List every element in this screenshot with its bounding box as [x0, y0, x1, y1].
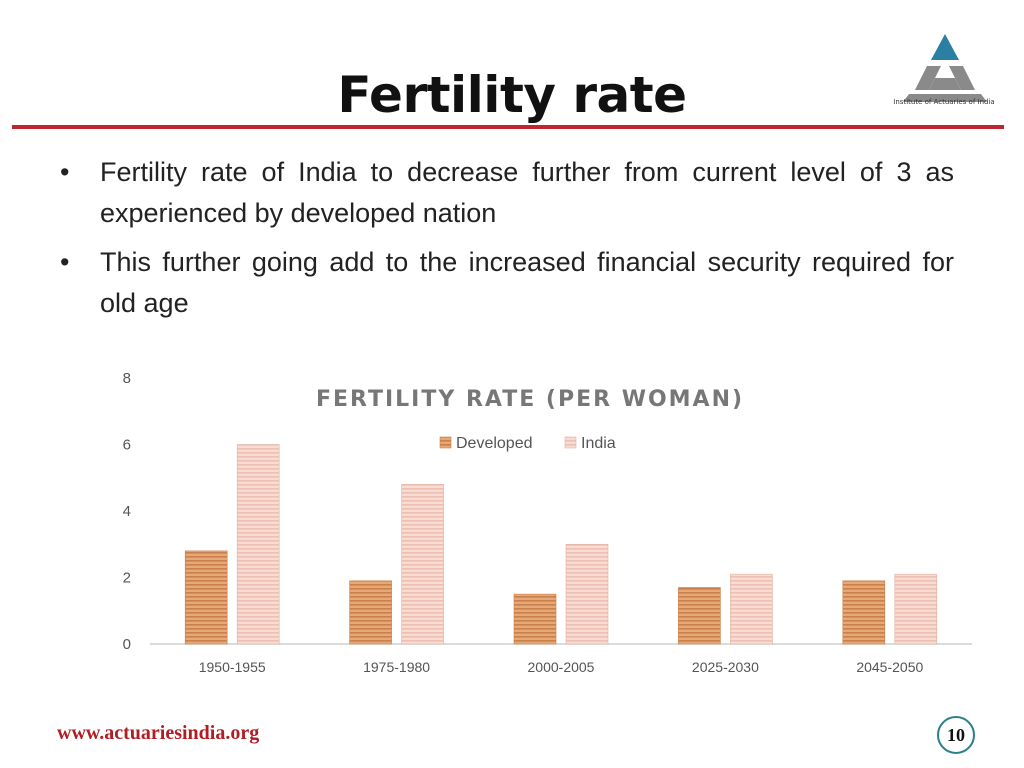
bullet-item: • This further going add to the increase… — [60, 242, 954, 324]
legend-swatch-india — [564, 436, 577, 449]
y-tick-label: 2 — [123, 570, 131, 587]
bar-india — [236, 444, 280, 645]
x-tick-label: 2045-2050 — [856, 659, 923, 675]
slide-title: Fertility rate — [337, 66, 687, 124]
chart-legend: Developed India — [439, 435, 616, 452]
footer-url-link[interactable]: www.actuariesindia.org — [57, 722, 260, 744]
logo-base-shape — [903, 94, 987, 102]
bar-developed — [184, 550, 228, 645]
bar-india — [730, 573, 773, 645]
logo-caption: Institute of Actuaries of India — [893, 98, 995, 106]
bar-developed — [842, 580, 886, 645]
y-tick-label: 6 — [123, 437, 131, 454]
bar-india — [565, 543, 609, 645]
logo-right-shape — [949, 66, 975, 90]
x-tick-label: 1975-1980 — [363, 659, 430, 675]
chart-title: FERTILITY RATE (PER WOMAN) — [316, 387, 744, 412]
bar-india — [894, 573, 938, 645]
bar-india — [401, 484, 444, 645]
legend-label-developed: Developed — [456, 435, 533, 452]
y-tick-label: 8 — [123, 370, 131, 387]
legend-label-india: India — [581, 435, 616, 452]
bar-developed — [678, 587, 721, 645]
y-tick-label: 0 — [123, 636, 131, 653]
logo-left-shape — [915, 66, 941, 90]
y-axis: 0 2 4 6 8 — [123, 370, 131, 653]
bullet-dot: • — [60, 247, 70, 277]
x-tick-label: 2025-2030 — [692, 659, 759, 675]
institute-logo-icon — [903, 34, 987, 102]
title-underline — [12, 125, 1004, 129]
x-axis: 1950-1955 1975-1980 2000-2005 2025-2030 2045… — [199, 659, 924, 675]
page-number-badge: 10 — [937, 716, 975, 754]
y-tick-label: 4 — [123, 503, 131, 520]
bar-developed — [349, 580, 392, 645]
bar-group — [184, 444, 938, 645]
legend-swatch-developed — [439, 436, 452, 449]
bullet-item: • Fertility rate of India to decrease fu… — [60, 152, 954, 234]
logo-center-shape — [929, 78, 961, 90]
logo-top-triangle — [931, 34, 959, 60]
bullet-text: This further going add to the increased … — [100, 247, 954, 318]
bar-developed — [513, 593, 557, 645]
bullet-list: • Fertility rate of India to decrease fu… — [60, 152, 954, 332]
bullet-text: Fertility rate of India to decrease furt… — [100, 157, 954, 228]
x-tick-label: 2000-2005 — [528, 659, 595, 675]
x-tick-label: 1950-1955 — [199, 659, 266, 675]
bullet-dot: • — [60, 157, 70, 187]
